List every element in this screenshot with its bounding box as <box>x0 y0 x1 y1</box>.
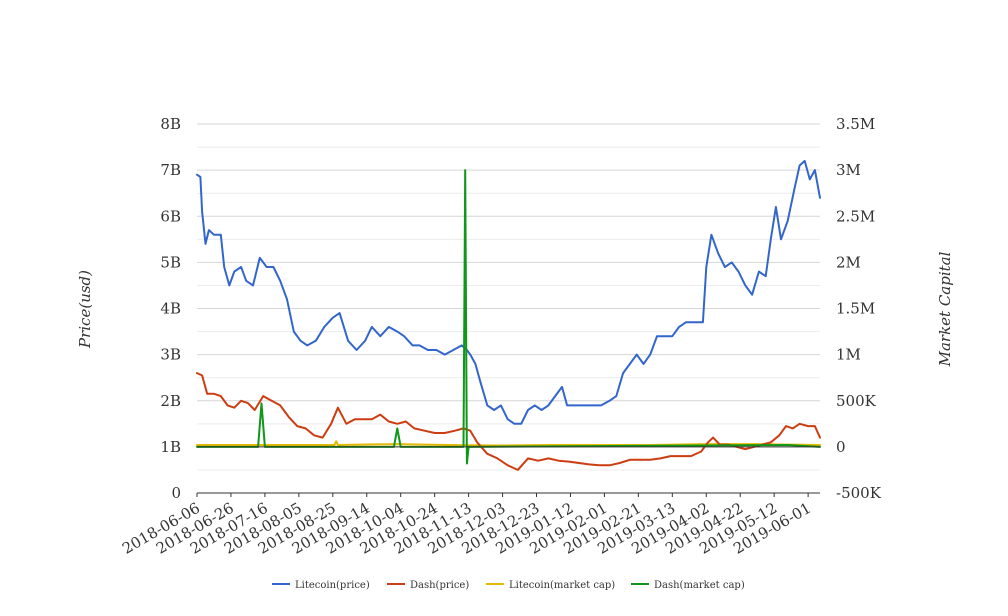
legend-label: Dash(market cap) <box>654 580 745 591</box>
right-tick-label: 1M <box>836 346 861 364</box>
x-axis-ticks: 2018-06-062018-06-262018-07-162018-08-05… <box>119 493 814 558</box>
left-axis-ticks: 0 1B 2B 3B 4B 5B 6B 7B 8B <box>160 115 181 502</box>
left-tick-label: 2B <box>160 392 181 410</box>
left-tick-label: 0 <box>171 484 181 502</box>
right-tick-label: 1.5M <box>836 300 875 318</box>
right-tick-label: 2.5M <box>836 207 875 225</box>
legend-label: Dash(price) <box>410 580 469 591</box>
legend-label: Litecoin(market cap) <box>509 580 615 591</box>
left-tick-label: 4B <box>160 300 181 318</box>
right-tick-label: 3.5M <box>836 115 875 133</box>
series-line-dash-price <box>196 372 821 471</box>
left-tick-label: 8B <box>160 115 181 133</box>
left-tick-label: 5B <box>160 253 181 271</box>
left-tick-label: 3B <box>160 346 181 364</box>
series-line-litecoin-market-cap <box>196 440 821 447</box>
right-tick-label: 2M <box>836 253 861 271</box>
right-tick-label: 3M <box>836 161 861 179</box>
right-axis-ticks: -500K 0 500K 1M 1.5M 2M 2.5M 3M 3.5M <box>836 115 882 502</box>
legend-label: Litecoin(price) <box>295 580 370 591</box>
right-tick-label: -500K <box>836 484 882 502</box>
right-axis-title: Market Capital <box>936 251 954 367</box>
left-tick-label: 6B <box>160 207 181 225</box>
right-tick-label: 0 <box>836 438 846 456</box>
series-line-litecoin-price <box>196 159 821 425</box>
right-tick-label: 500K <box>836 392 877 410</box>
left-tick-label: 1B <box>160 438 181 456</box>
gridlines <box>197 123 820 494</box>
legend: Litecoin(price) Dash(price) Litecoin(marke… <box>272 580 745 591</box>
left-tick-label: 7B <box>160 161 181 179</box>
left-axis-title: Price(usd) <box>76 270 94 349</box>
